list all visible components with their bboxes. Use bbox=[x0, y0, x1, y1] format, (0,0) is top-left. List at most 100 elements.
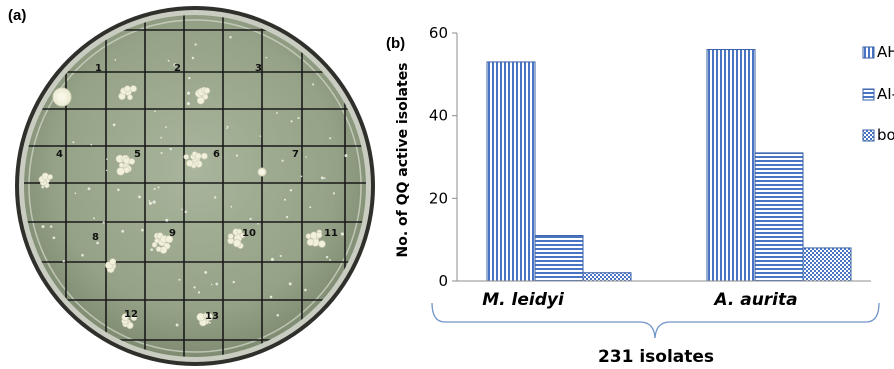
grid-cell-number: 4 bbox=[56, 149, 63, 160]
speckle bbox=[283, 198, 287, 201]
speckle bbox=[300, 175, 303, 178]
speckle bbox=[148, 199, 151, 202]
speckle bbox=[81, 253, 84, 257]
colony-cluster bbox=[38, 172, 53, 189]
speckle bbox=[329, 137, 332, 140]
legend: AHL AI-2 both bbox=[862, 43, 894, 144]
speckle bbox=[41, 185, 45, 189]
bar-ahl-a-aurita bbox=[706, 49, 756, 282]
x-category-label: M. leidyi bbox=[482, 290, 565, 310]
panel-b: (b) No. of QQ active isolates 0 20 40 60 M.… bbox=[386, 24, 894, 367]
speckle bbox=[165, 126, 167, 128]
speckle bbox=[249, 217, 252, 221]
colony-cluster bbox=[151, 232, 174, 254]
plate-inner-ring bbox=[28, 19, 362, 353]
total-isolates-label: 231 isolates bbox=[598, 347, 714, 367]
colony-cluster bbox=[196, 312, 214, 327]
grid-cell-number: 11 bbox=[324, 228, 338, 239]
bar-both-m-leidyi bbox=[582, 272, 632, 282]
speckle bbox=[93, 217, 95, 220]
panel-a-label: (a) bbox=[8, 7, 26, 24]
speckle bbox=[96, 241, 99, 245]
speckle bbox=[90, 143, 93, 146]
speckle bbox=[74, 192, 77, 194]
speckle bbox=[153, 187, 156, 191]
grid-cell-number: 9 bbox=[169, 228, 176, 239]
speckle bbox=[290, 120, 293, 123]
agar-speckles bbox=[41, 36, 348, 327]
legend-item-ai-2: AI-2 bbox=[862, 85, 894, 103]
speckle bbox=[52, 236, 56, 240]
speckle bbox=[325, 255, 329, 259]
grid-cell-number: 2 bbox=[174, 63, 181, 74]
speckle bbox=[281, 159, 284, 162]
bars bbox=[486, 49, 852, 282]
speckle bbox=[150, 248, 154, 252]
speckle bbox=[329, 258, 332, 261]
y-tick-label: 40 bbox=[429, 107, 448, 125]
colony-cluster bbox=[105, 258, 117, 273]
speckle bbox=[232, 280, 235, 284]
y-tick-label: 20 bbox=[429, 189, 448, 207]
bar-ai-2-m-leidyi bbox=[534, 235, 584, 282]
legend-label: AHL bbox=[877, 43, 894, 61]
colony-cluster bbox=[305, 229, 326, 248]
speckle bbox=[259, 135, 262, 137]
grid-cell-number: 8 bbox=[92, 232, 99, 243]
speckle bbox=[193, 286, 196, 289]
speckle bbox=[297, 117, 300, 120]
speckle bbox=[105, 169, 108, 172]
speckle bbox=[194, 43, 197, 46]
speckle bbox=[229, 36, 232, 39]
speckle bbox=[320, 176, 324, 180]
speckle bbox=[141, 228, 144, 232]
grid-cell-number: 12 bbox=[124, 309, 138, 320]
speckle bbox=[62, 260, 66, 263]
speckle bbox=[208, 321, 211, 324]
speckle bbox=[188, 76, 191, 80]
speckle bbox=[226, 125, 229, 128]
speckle bbox=[210, 283, 213, 286]
speckle bbox=[160, 136, 163, 139]
legend-swatch bbox=[862, 129, 875, 142]
speckle bbox=[230, 205, 233, 208]
speckle bbox=[214, 196, 217, 199]
grid-cell-number: 5 bbox=[134, 149, 141, 160]
bar-ai-2-a-aurita bbox=[754, 152, 804, 282]
speckle bbox=[152, 200, 156, 204]
colony-cluster bbox=[195, 86, 211, 105]
speckle bbox=[160, 151, 163, 155]
colony-cluster bbox=[121, 313, 138, 330]
speckle bbox=[289, 188, 293, 192]
speckle bbox=[112, 123, 116, 127]
speckle bbox=[197, 291, 201, 294]
speckle bbox=[215, 282, 219, 286]
speckle bbox=[265, 56, 268, 59]
colony-cluster bbox=[52, 87, 72, 107]
speckle bbox=[87, 187, 91, 191]
speckle bbox=[186, 102, 190, 106]
speckle bbox=[117, 188, 120, 192]
legend-label: AI-2 bbox=[877, 85, 894, 103]
grid-cell-number: 1 bbox=[95, 63, 102, 74]
speckle bbox=[312, 83, 315, 86]
y-tick-label: 0 bbox=[438, 272, 448, 290]
speckle bbox=[165, 218, 169, 222]
speckle bbox=[184, 210, 188, 214]
grid-cell-number: 3 bbox=[255, 63, 262, 74]
speckle bbox=[169, 147, 172, 151]
speckle bbox=[275, 112, 278, 114]
isolates-brace bbox=[431, 302, 880, 339]
speckle bbox=[138, 195, 141, 199]
legend-label: both bbox=[877, 126, 894, 144]
y-axis: 0 20 40 60 bbox=[429, 24, 458, 290]
speckle bbox=[288, 282, 292, 286]
colony-cluster bbox=[118, 85, 137, 101]
speckle bbox=[173, 63, 177, 67]
speckle bbox=[332, 192, 336, 195]
speckle bbox=[72, 141, 75, 144]
speckle bbox=[121, 229, 125, 233]
